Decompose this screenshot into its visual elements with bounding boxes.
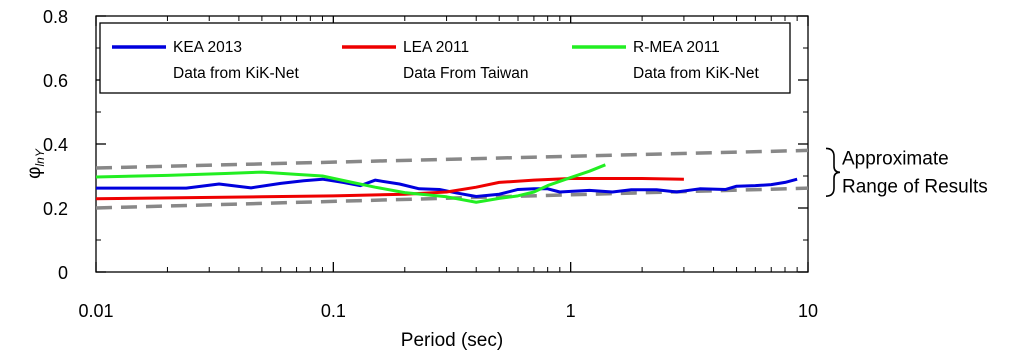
y-axis-label: φlnY xyxy=(24,148,47,179)
y-axis-label-subscript: lnY xyxy=(33,148,47,166)
range-annotation: Approximate Range of Results xyxy=(825,147,988,197)
series-line xyxy=(95,163,606,204)
x-axis-label: Period (sec) xyxy=(401,330,503,351)
legend-series-name: R-MEA 2011 xyxy=(633,39,720,56)
y-tick-label: 0 xyxy=(58,263,68,283)
legend-series-name: LEA 2011 xyxy=(403,39,469,56)
legend-box xyxy=(99,22,791,94)
x-tick-label: 10 xyxy=(798,301,818,321)
y-axis-label-symbol: φ xyxy=(24,167,45,179)
range-bound-line xyxy=(95,148,809,170)
series-lines xyxy=(95,163,798,204)
x-tick-label: 0.1 xyxy=(321,301,346,321)
x-tick-label: 1 xyxy=(566,301,576,321)
series-line xyxy=(95,177,684,201)
legend: KEA 2013 Data from KiK-Net LEA 2011 Data Fr… xyxy=(99,22,791,94)
annotation-line-2: Range of Results xyxy=(842,176,988,197)
annotation-line-1: Approximate xyxy=(842,148,949,169)
legend-series-source: Data From Taiwan xyxy=(403,65,528,82)
y-tick-label: 0.4 xyxy=(43,135,68,155)
legend-series-name: KEA 2013 xyxy=(173,39,242,56)
y-tick-label: 0.8 xyxy=(43,7,68,27)
curly-brace-icon xyxy=(825,147,841,197)
axis-ticks: 0.01 0.1 1 10 0 0.2 0.4 0.6 0.8 xyxy=(43,7,818,321)
y-tick-label: 0.6 xyxy=(43,71,68,91)
y-tick-label: 0.2 xyxy=(43,199,68,219)
legend-series-source: Data from KiK-Net xyxy=(173,65,299,82)
x-tick-label: 0.01 xyxy=(78,301,113,321)
range-bounds xyxy=(95,148,809,210)
legend-series-source: Data from KiK-Net xyxy=(633,65,759,82)
series-line xyxy=(96,177,798,198)
